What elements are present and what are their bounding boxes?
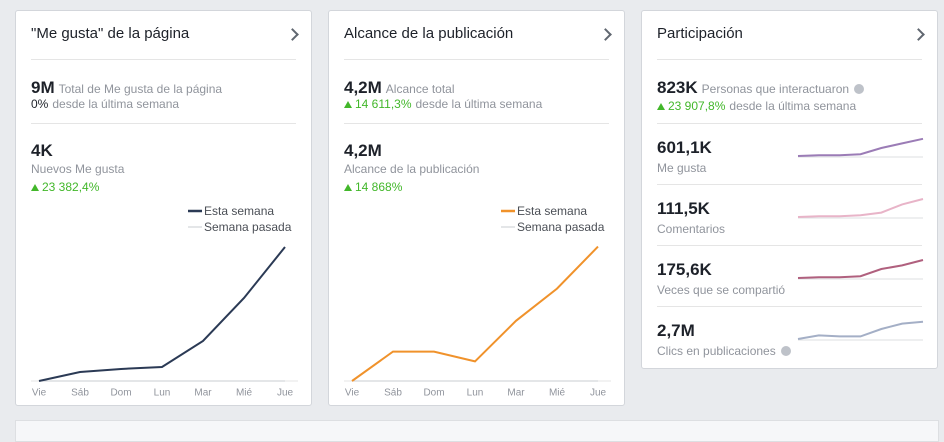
legend-label: Esta semana [517,204,587,218]
x-tick-label: Lun [467,388,484,399]
info-icon[interactable] [780,346,791,356]
change-value: 23 382,4% [42,180,100,194]
row-label-text: Clics en publicaciones [657,344,776,358]
row-label-text: Veces que se compartió [657,283,786,297]
sparkline-line [797,320,924,340]
header-divider [657,59,922,60]
up-arrow [657,103,665,110]
detail-value: 4K [31,141,53,160]
x-tick-label: Vie [345,388,360,399]
card-title: Alcance de la publicación [344,25,514,42]
line-chart: Vie Sáb Dom Lun Mar Mié Jue Esta semana Semana p… [344,204,611,399]
change-label: desde la última semana [52,97,180,111]
divider [344,123,609,124]
change-value: 14 868% [355,180,403,194]
x-tick-label: Jue [277,388,294,399]
detail-change: 23 382,4% [31,178,99,196]
legend-label: Esta semana [204,204,274,218]
metric-label: Alcance total [385,82,455,96]
row-label: Comentarios [657,220,725,238]
x-tick-label: Mié [549,388,566,399]
up-arrow [344,184,352,191]
divider [31,123,296,124]
row-value: 2,7M [657,321,695,340]
x-tick-label: Dom [423,388,444,399]
detail-change: 14 868% [344,178,402,196]
up-arrow [31,184,39,191]
sparkline [797,320,924,341]
row-value: 111,5K [657,199,710,218]
sparkline-line [797,198,924,218]
change: 23 907,8% desde la última semana [657,97,856,115]
up-arrow [344,101,352,108]
next-panel [15,420,939,442]
metric: 823K Personas que interactuaron [657,78,865,98]
metric: 4,2M Alcance total [344,78,455,98]
header-divider [344,59,609,60]
detail-label: Nuevos Me gusta [31,162,125,176]
sparkline [797,137,924,158]
card: Alcance de la publicación 4,2M Alcance tot… [328,10,625,406]
divider [657,123,922,124]
sparkline [797,259,924,280]
row-value: 175,6K [657,260,712,279]
change: 0% desde la última semana [31,97,179,111]
detail-value: 4,2M [344,141,382,160]
line-chart: Vie Sáb Dom Lun Mar Mié Jue Esta semana Semana p… [31,204,298,399]
info-icon[interactable] [854,84,865,94]
metric: 9M Total de Me gusta de la página [31,78,222,98]
divider [657,184,922,185]
row-label-text: Comentarios [657,222,726,236]
page: "Me gusta" de la página 9M Total de Me gus… [15,10,939,442]
x-tick-label: Sáb [384,388,402,399]
legend-label: Semana pasada [517,220,605,234]
chevron[interactable] [912,28,925,41]
x-tick-label: Dom [110,388,131,399]
row-value: 601,1K [657,138,712,157]
x-tick-label: Mar [194,388,212,399]
x-tick-label: Sáb [71,388,89,399]
metric-label: Total de Me gusta de la página [58,82,223,96]
sparkline-line [797,259,924,279]
row-label-text: Me gusta [657,161,707,175]
change-value: 23 907,8% [668,99,726,113]
detail-label: Alcance de la publicación [344,162,480,176]
metric-value: 4,2M [344,78,382,97]
chevron[interactable] [286,28,299,41]
card-title: Participación [657,25,743,42]
metric-label: Personas que interactuaron [701,82,850,96]
sparkline-line [797,137,924,157]
sparkline [797,198,924,219]
row-label: Veces que se compartió [657,281,785,299]
chevron[interactable] [599,28,612,41]
change-label: desde la última semana [729,99,857,113]
card: Participación 823K Personas que interactua… [641,10,938,369]
legend-label: Semana pasada [204,220,292,234]
change-label: desde la última semana [415,97,543,111]
card-title: "Me gusta" de la página [31,25,190,42]
change: 14 611,3% desde la última semana [344,97,542,111]
row-label: Clics en publicaciones [657,342,791,360]
divider [657,245,922,246]
series-line [38,246,286,382]
x-tick-label: Lun [154,388,171,399]
change-value: 14 611,3% [355,97,412,111]
metric-value: 823K [657,78,698,97]
card: "Me gusta" de la página 9M Total de Me gus… [15,10,312,406]
x-tick-label: Mié [236,388,253,399]
divider [657,306,922,307]
x-tick-label: Mar [507,388,525,399]
header-divider [31,59,296,60]
metric-value: 9M [31,78,55,97]
x-tick-label: Jue [590,388,607,399]
x-tick-label: Vie [32,388,47,399]
row-label: Me gusta [657,159,706,177]
change-value: 0% [31,97,49,111]
series-line [351,245,599,382]
